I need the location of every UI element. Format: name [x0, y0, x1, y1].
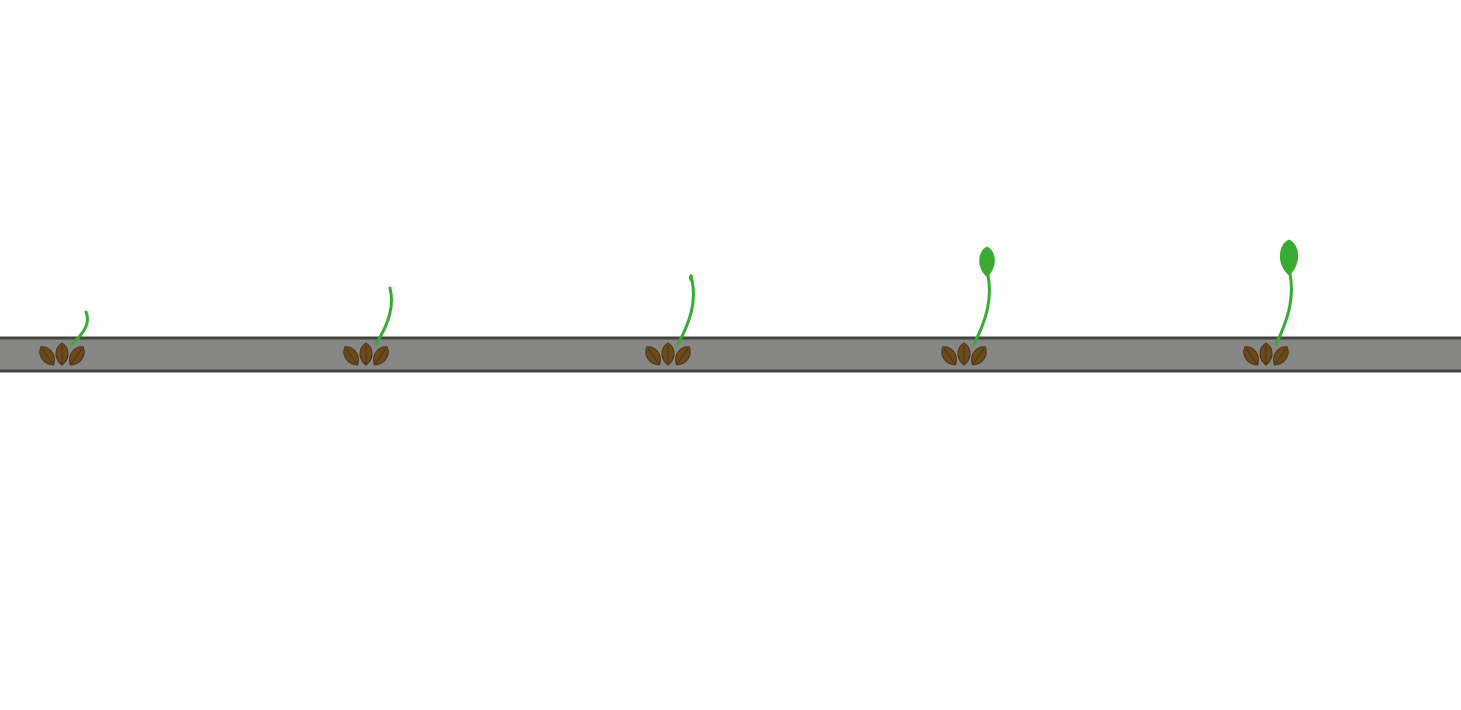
- stem: [676, 278, 695, 346]
- seedling-stage-5: [1243, 239, 1299, 366]
- stem: [1274, 272, 1293, 346]
- seed-icon: [1243, 342, 1289, 366]
- stem: [374, 286, 393, 346]
- seed-icon: [645, 342, 691, 366]
- seedling-stage-1: [39, 310, 89, 366]
- leaf-icon: [1279, 239, 1299, 276]
- leaf-icon: [688, 274, 694, 282]
- stem: [70, 310, 89, 346]
- plants-group: [39, 239, 1299, 366]
- seed-icon: [343, 342, 389, 366]
- seedling-stage-4: [941, 246, 995, 366]
- seedling-stage-2: [343, 286, 393, 366]
- seedling-stage-3: [645, 274, 695, 366]
- stem: [972, 273, 991, 346]
- seed-icon: [39, 342, 85, 366]
- seed-icon: [941, 342, 987, 366]
- soil-strip: [0, 336, 1461, 373]
- leaf-icon: [979, 246, 995, 278]
